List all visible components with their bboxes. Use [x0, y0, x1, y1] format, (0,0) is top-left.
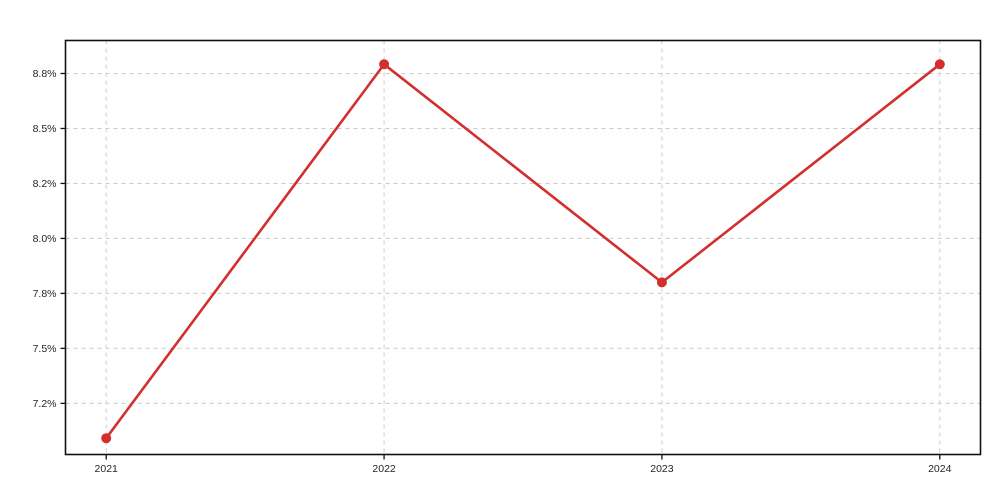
plot-border [64, 39, 982, 456]
y-tick-label-8.5%: 8.5% [33, 123, 57, 135]
x-tick-label-2024: 2024 [928, 463, 952, 475]
data-point-2021 [101, 433, 112, 444]
x-tick-label-2023: 2023 [650, 463, 674, 475]
y-tick-label-8.8%: 8.8% [33, 68, 57, 80]
data-point-2023 [656, 277, 667, 288]
x-tick-label-2021: 2021 [95, 463, 119, 475]
y-tick-label-7.8%: 7.8% [33, 288, 57, 300]
y-tick-label-7.2%: 7.2% [33, 398, 57, 410]
tick-labels: 2021 2022 2023 2024 7.2% 7.5% 7.8% 8.0% 8.2% 8.5%… [33, 68, 952, 475]
data-point-2022 [379, 59, 390, 70]
tick-marks [60, 72, 941, 460]
grid [65, 40, 981, 455]
y-tick-label-8.0%: 8.0% [33, 233, 57, 245]
y-tick-label-8.2%: 8.2% [33, 178, 57, 190]
trend-line [104, 63, 942, 440]
y-tick-label-7.5%: 7.5% [33, 343, 57, 355]
x-tick-label-2022: 2022 [372, 463, 396, 475]
data-point-2024 [934, 59, 945, 70]
